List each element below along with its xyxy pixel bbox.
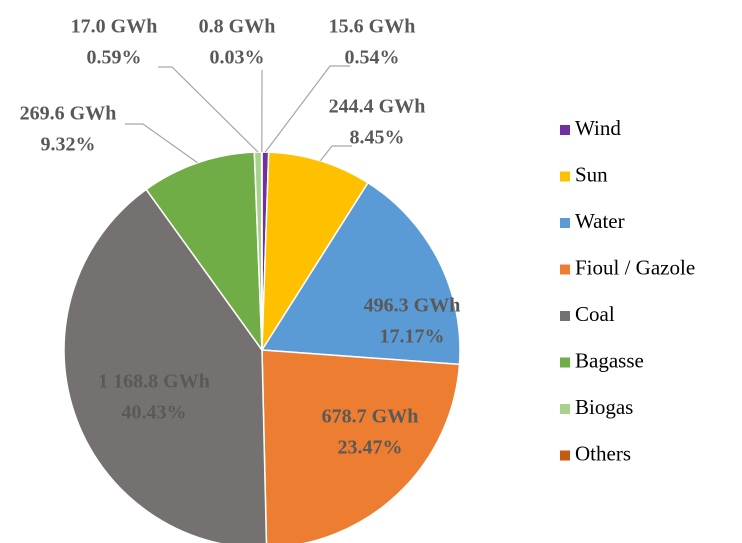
legend-label: Bagasse — [575, 348, 644, 372]
legend-swatch — [560, 125, 570, 135]
percent-label: 23.47% — [338, 437, 403, 459]
pie-slice — [261, 151, 370, 353]
pie-slice — [260, 181, 461, 366]
legend-label: Others — [575, 441, 631, 465]
leader-line — [158, 66, 259, 153]
legend-label: Wind — [575, 116, 621, 140]
pie-slice — [261, 349, 461, 543]
data-label: 0.8 GWh — [199, 16, 276, 38]
data-label: 678.7 GWh — [322, 406, 419, 428]
percent-label: 17.17% — [380, 326, 445, 348]
percent-label: 40.43% — [122, 402, 187, 424]
legend-label: Biogas — [575, 395, 633, 419]
legend-label: Sun — [575, 162, 608, 186]
percent-label: 0.03% — [210, 47, 265, 69]
legend-label: Coal — [575, 302, 615, 326]
leader-line — [264, 65, 350, 153]
percent-label: 9.32% — [41, 134, 96, 156]
data-label: 244.4 GWh — [329, 96, 426, 118]
data-label: 269.6 GWh — [20, 103, 117, 125]
legend-label: Water — [575, 209, 625, 233]
legend-swatch — [560, 264, 570, 275]
legend-swatch — [560, 311, 570, 321]
data-label: 1 168.8 GWh — [98, 371, 210, 393]
pie-slice — [145, 151, 263, 353]
data-label: 496.3 GWh — [364, 295, 461, 317]
legend-swatch — [560, 218, 570, 228]
data-label: 17.0 GWh — [71, 16, 158, 38]
leader-line — [319, 145, 352, 162]
legend-swatch — [560, 450, 570, 461]
legend-swatch — [560, 404, 570, 414]
legend-swatch — [560, 357, 570, 368]
pie-slice — [63, 188, 268, 543]
percent-label: 0.59% — [87, 47, 142, 69]
percent-label: 8.45% — [350, 127, 405, 149]
legend-swatch — [560, 171, 570, 182]
data-label: 15.6 GWh — [329, 16, 416, 38]
leader-line — [125, 123, 198, 164]
legend-label: Fioul / Gazole — [575, 255, 695, 279]
percent-label: 0.54% — [345, 47, 400, 69]
